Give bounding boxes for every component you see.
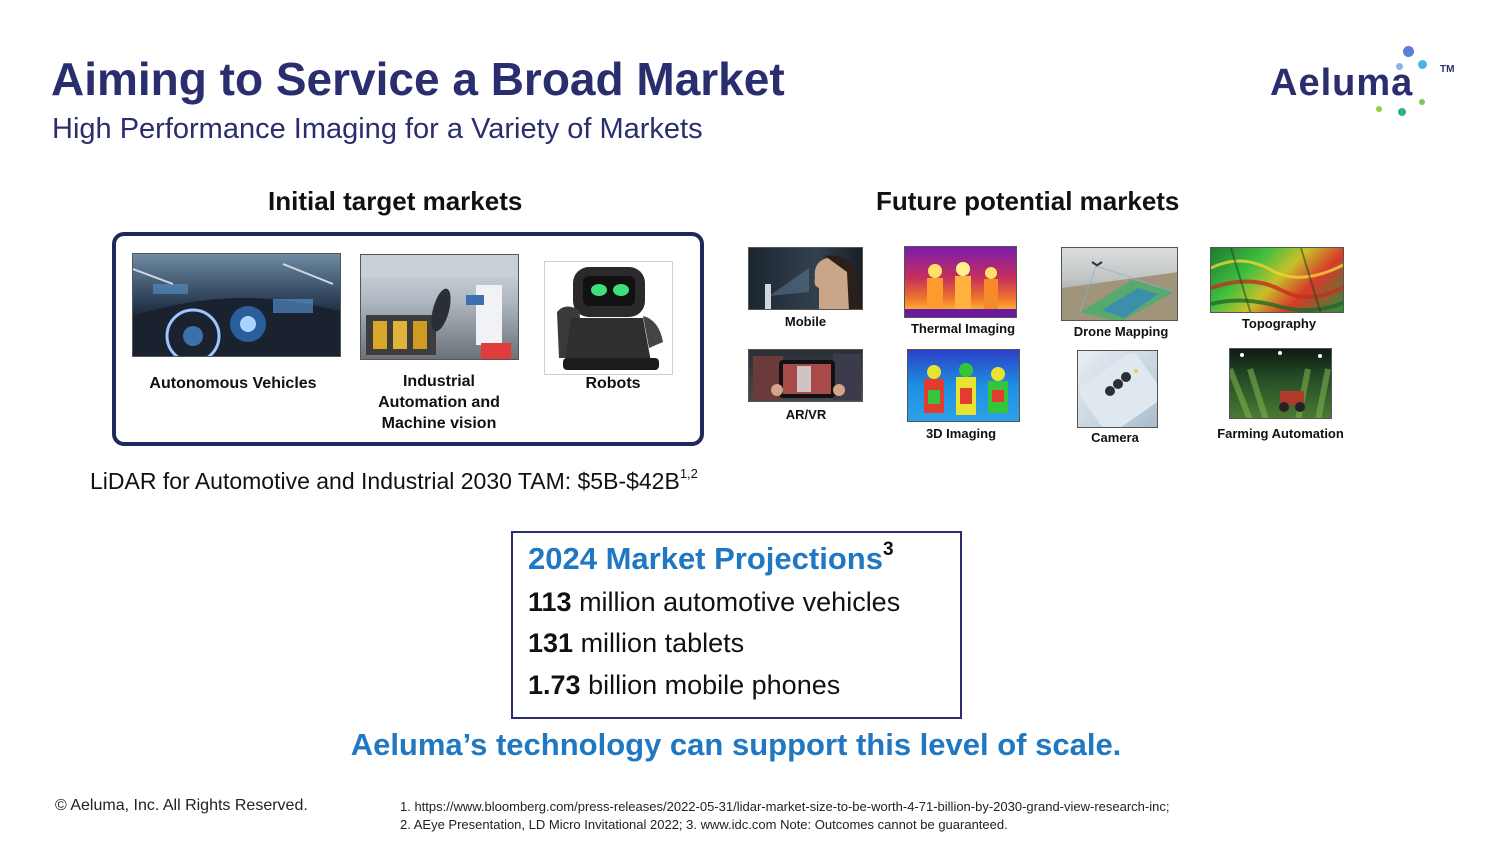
ar-tablet-photo bbox=[748, 349, 863, 402]
logo-dot bbox=[1376, 106, 1382, 112]
projection-line: 131 million tablets bbox=[528, 628, 744, 659]
copyright-notice: © Aeluma, Inc. All Rights Reserved. bbox=[55, 797, 308, 814]
projection-line: 113 million automotive vehicles bbox=[528, 587, 900, 618]
projections-title-text: 2024 Market Projections bbox=[528, 541, 883, 576]
market-label-autonomous-vehicles: Autonomous Vehicles bbox=[149, 375, 317, 392]
future-label-drone-mapping: Drone Mapping bbox=[1073, 324, 1169, 339]
future-label-3d-imaging: 3D Imaging bbox=[925, 426, 997, 441]
logo-dot bbox=[1418, 60, 1427, 69]
projection-text: million tablets bbox=[573, 628, 745, 658]
topography-photo bbox=[1210, 247, 1344, 313]
projection-text: billion mobile phones bbox=[580, 670, 841, 700]
projection-value: 131 bbox=[528, 628, 574, 658]
future-label-topography: Topography bbox=[1241, 316, 1317, 331]
projection-line: 1.73 billion mobile phones bbox=[528, 670, 840, 701]
projections-title: 2024 Market Projections3 bbox=[528, 539, 894, 577]
phone-camera-photo bbox=[1077, 350, 1158, 428]
market-label-robots: Robots bbox=[585, 375, 641, 392]
robot-arm-photo bbox=[360, 254, 519, 360]
logo-trademark: TM bbox=[1440, 64, 1455, 75]
initial-markets-box bbox=[112, 232, 704, 446]
future-label-farming-automation: Farming Automation bbox=[1217, 426, 1344, 441]
car-dashboard-photo bbox=[132, 253, 341, 357]
tam-statement: LiDAR for Automotive and Industrial 2030… bbox=[90, 466, 698, 495]
market-label-industrial-automation: Industrial Automation and Machine vision bbox=[378, 373, 500, 432]
3d-imaging-photo bbox=[907, 349, 1020, 422]
future-label-camera: Camera bbox=[1091, 430, 1139, 445]
page-subtitle: High Performance Imaging for a Variety o… bbox=[52, 113, 703, 145]
logo-text: Aeluma bbox=[1270, 62, 1414, 104]
footnote-1: 1. https://www.bloomberg.com/press-relea… bbox=[400, 799, 1170, 814]
future-markets-heading: Future potential markets bbox=[876, 186, 1180, 216]
projection-value: 1.73 bbox=[528, 670, 581, 700]
logo-dot bbox=[1398, 108, 1406, 116]
future-label-thermal-imaging: Thermal Imaging bbox=[910, 321, 1016, 336]
logo-dot bbox=[1403, 46, 1414, 57]
face-scan-photo bbox=[748, 247, 863, 310]
tam-footnote-ref: 1,2 bbox=[679, 466, 698, 481]
projection-text: million automotive vehicles bbox=[571, 587, 901, 617]
logo-dot bbox=[1419, 99, 1425, 105]
initial-markets-heading: Initial target markets bbox=[268, 186, 523, 216]
page-title: Aiming to Service a Broad Market bbox=[51, 53, 785, 105]
footnote-2: 2. AEye Presentation, LD Micro Invitatio… bbox=[400, 817, 1008, 832]
thermal-photo bbox=[904, 246, 1017, 318]
future-label-ar-vr: AR/VR bbox=[785, 407, 827, 422]
market-projections-box: 2024 Market Projections3 113 million aut… bbox=[511, 531, 962, 719]
projection-value: 113 bbox=[528, 587, 572, 617]
drone-map-photo bbox=[1061, 247, 1178, 321]
tam-text: LiDAR for Automotive and Industrial 2030… bbox=[90, 468, 680, 494]
future-label-mobile: Mobile bbox=[784, 314, 827, 329]
scale-tagline: Aeluma’s technology can support this lev… bbox=[350, 727, 1122, 762]
aeluma-logo: Aeluma TM bbox=[1268, 44, 1463, 122]
farm-photo bbox=[1229, 348, 1332, 419]
robot-photo bbox=[544, 261, 673, 375]
logo-dot bbox=[1396, 63, 1403, 70]
projections-footnote-ref: 3 bbox=[882, 539, 894, 560]
